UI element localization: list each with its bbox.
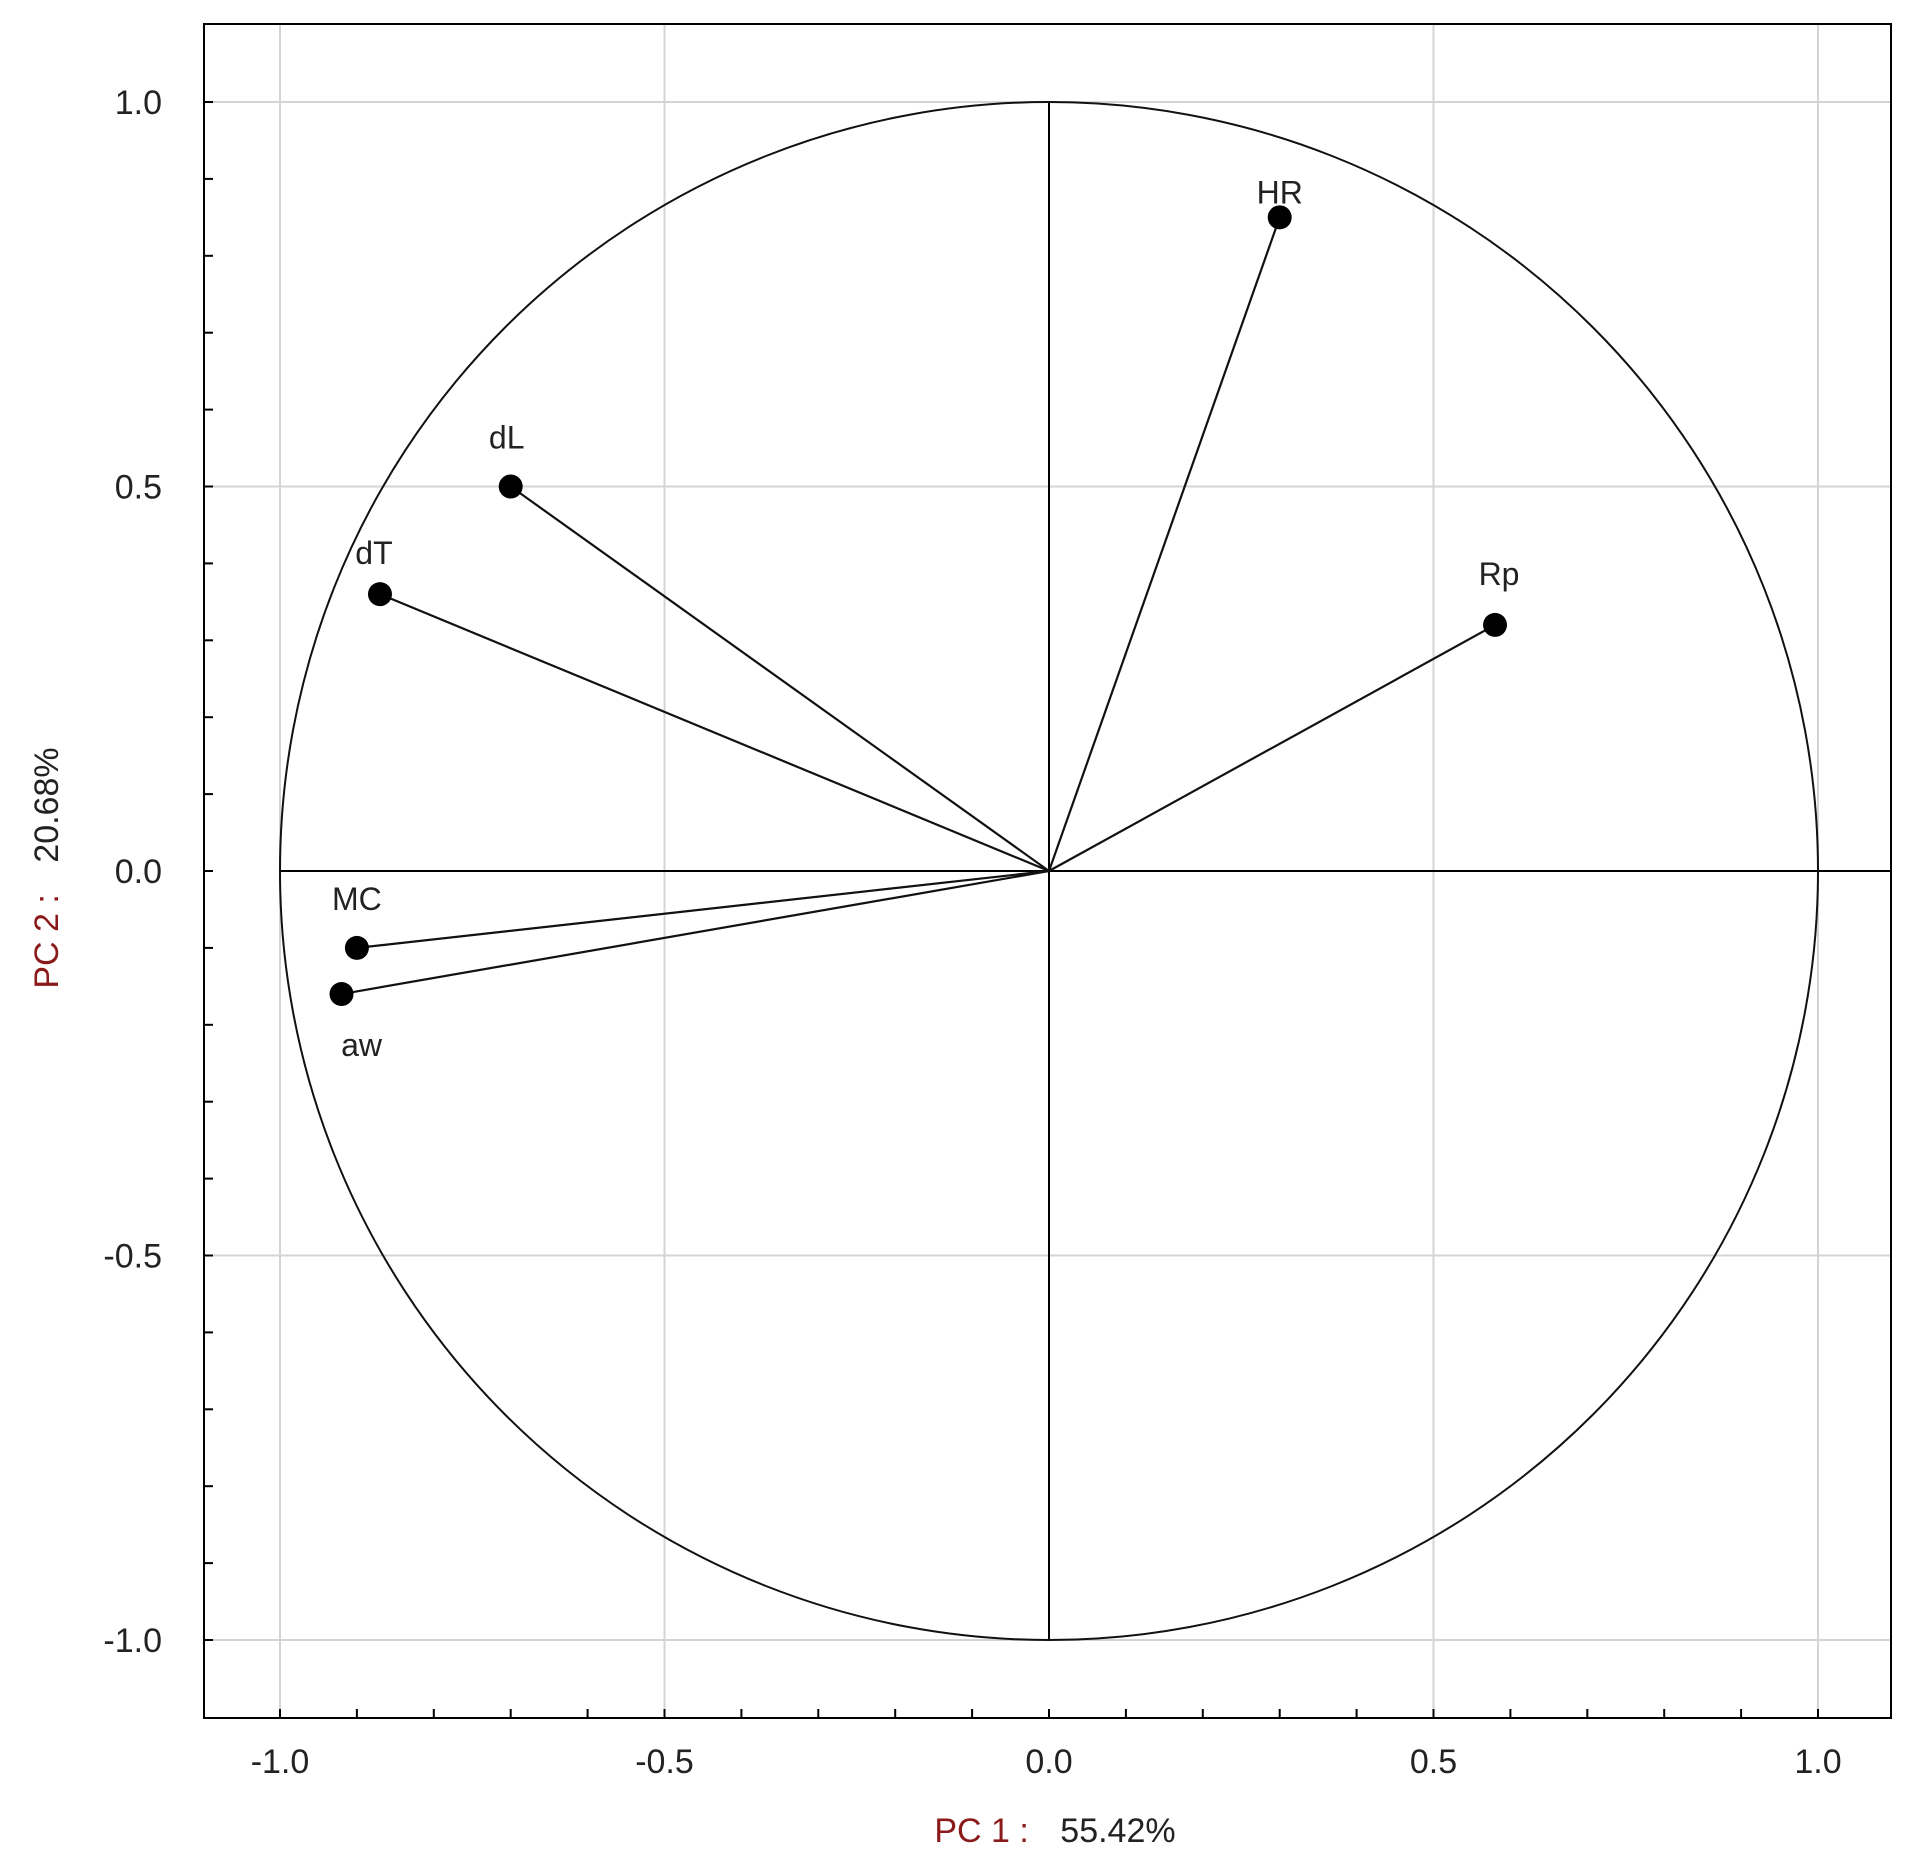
- y-tick-label: 0.0: [115, 853, 162, 891]
- x-tick-label: 1.0: [1794, 1743, 1841, 1781]
- vector-dl: [510, 485, 1050, 872]
- y-tick-labels: 1.0 0.5 0.0 -0.5 -1.0: [103, 84, 162, 1660]
- x-axis-title-prefix: PC 1 :: [934, 1812, 1028, 1850]
- label-dt: dT: [355, 535, 392, 571]
- y-tick-label: 0.5: [115, 469, 162, 507]
- loading-markers: [329, 205, 1508, 1007]
- marker-aw: [329, 982, 354, 1007]
- minor-ticks: [204, 101, 1819, 1718]
- marker-rp: [1483, 612, 1508, 637]
- y-axis-title: PC 2 : 20.68%: [28, 747, 66, 988]
- vector-rp: [1048, 623, 1496, 872]
- label-aw: aw: [341, 1027, 383, 1063]
- vector-dt: [379, 593, 1050, 873]
- loading-labels: HR Rp dL dT MC aw: [332, 174, 1519, 1063]
- x-tick-labels: -1.0 -0.5 0.0 0.5 1.0: [251, 1743, 1842, 1781]
- marker-mc: [344, 935, 369, 960]
- y-axis-title-prefix: PC 2 :: [28, 894, 66, 988]
- label-dl: dL: [489, 420, 525, 456]
- label-mc: MC: [332, 881, 382, 917]
- x-tick-label: -1.0: [251, 1743, 310, 1781]
- label-rp: Rp: [1479, 556, 1520, 592]
- y-axis-title-value: 20.68%: [28, 747, 66, 862]
- vector-aw: [341, 869, 1050, 996]
- marker-dl: [498, 474, 523, 499]
- vector-mc: [356, 869, 1050, 949]
- plot-frame: [203, 23, 1892, 1719]
- x-tick-label: 0.0: [1025, 1743, 1072, 1781]
- unit-circle: [279, 101, 1819, 1641]
- y-tick-label: -0.5: [103, 1238, 162, 1276]
- x-tick-label: 0.5: [1410, 1743, 1457, 1781]
- x-tick-label: -0.5: [635, 1743, 694, 1781]
- vector-hr: [1047, 216, 1281, 872]
- marker-hr: [1267, 205, 1292, 230]
- loading-vectors: [341, 216, 1496, 996]
- marker-dt: [367, 582, 392, 607]
- x-axis-title: PC 1 : 55.42%: [934, 1812, 1175, 1850]
- label-hr: HR: [1257, 174, 1303, 210]
- y-tick-label: -1.0: [103, 1622, 162, 1660]
- x-axis-title-value: 55.42%: [1060, 1812, 1175, 1850]
- y-tick-label: 1.0: [115, 84, 162, 122]
- zero-axes: [280, 102, 1891, 1640]
